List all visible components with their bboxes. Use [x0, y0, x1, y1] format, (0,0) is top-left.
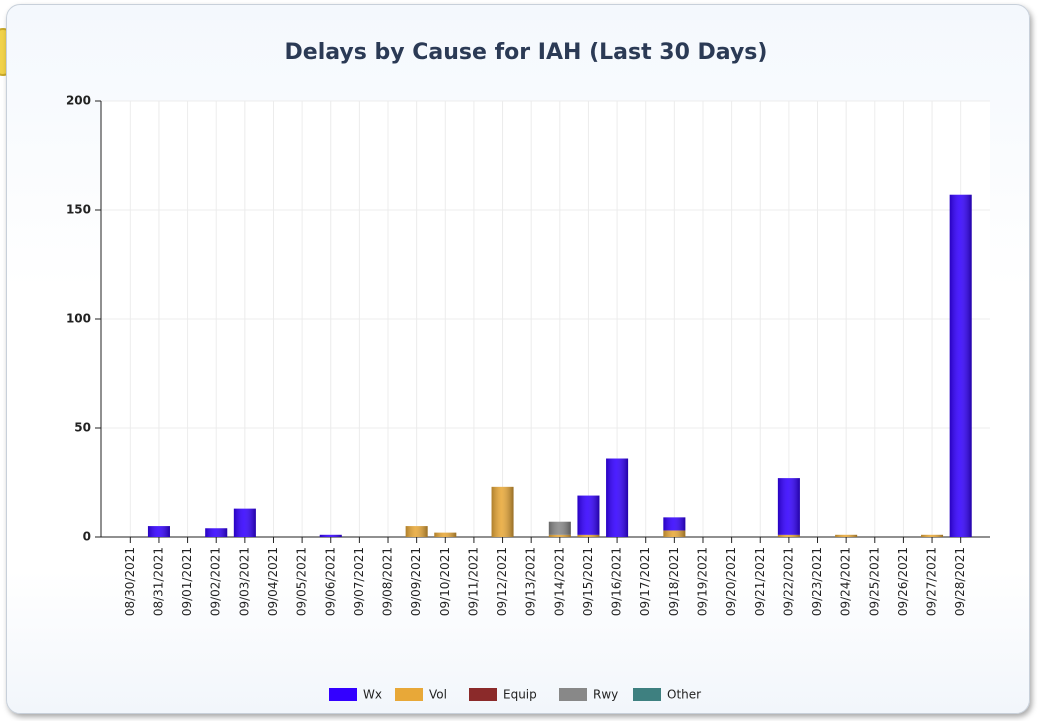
bar-shade [835, 534, 858, 537]
x-tick-label: 09/17/2021 [638, 547, 652, 616]
y-tick-label: 0 [83, 530, 91, 544]
y-tick-label: 200 [66, 94, 91, 108]
x-tick-label: 09/23/2021 [810, 547, 824, 616]
bar-shade [777, 534, 800, 537]
x-tick-label: 09/28/2021 [953, 547, 967, 616]
legend-swatch [329, 688, 357, 701]
bar-shade [663, 517, 686, 531]
x-tick-label: 09/10/2021 [438, 547, 452, 616]
x-tick-label: 09/22/2021 [781, 547, 795, 616]
bar-shade [548, 521, 571, 535]
y-tick-label: 100 [66, 312, 91, 326]
bar-shade [319, 534, 342, 537]
x-tick-label: 09/19/2021 [695, 547, 709, 616]
legend-swatch [469, 688, 497, 701]
legend-label: Equip [503, 688, 537, 702]
x-tick-label: 08/31/2021 [151, 547, 165, 616]
x-tick-label: 09/11/2021 [466, 547, 480, 616]
x-tick-label: 08/30/2021 [123, 547, 137, 616]
chart-title: Delays by Cause for IAH (Last 30 Days) [285, 40, 768, 65]
bar-shade [606, 458, 629, 537]
x-tick-label: 09/06/2021 [323, 547, 337, 616]
bar-shade [921, 534, 944, 537]
x-tick-label: 09/25/2021 [867, 547, 881, 616]
x-tick-label: 09/26/2021 [896, 547, 910, 616]
x-tick-label: 09/03/2021 [237, 547, 251, 616]
legend-label: Rwy [593, 688, 618, 702]
x-tick-label: 09/16/2021 [610, 547, 624, 616]
bar-shade [548, 534, 571, 537]
bar-shade [777, 478, 800, 535]
x-tick-label: 09/05/2021 [295, 547, 309, 616]
legend-swatch [559, 688, 587, 701]
bar-shade [434, 532, 457, 537]
x-tick-label: 09/02/2021 [209, 547, 223, 616]
bar-shade [577, 495, 600, 535]
x-tick-label: 09/13/2021 [524, 547, 538, 616]
x-tick-label: 09/07/2021 [352, 547, 366, 616]
legend-label: Vol [429, 688, 447, 702]
legend-swatch [633, 688, 661, 701]
bar-shade [405, 526, 428, 537]
bar-shade [949, 194, 972, 538]
x-tick-label: 09/20/2021 [724, 547, 738, 616]
x-tick-label: 09/18/2021 [667, 547, 681, 616]
y-tick-label: 50 [74, 421, 91, 435]
x-tick-label: 09/12/2021 [495, 547, 509, 616]
bar-shade [491, 486, 514, 537]
x-tick-label: 09/04/2021 [266, 547, 280, 616]
x-tick-label: 09/09/2021 [409, 547, 423, 616]
x-tick-label: 09/27/2021 [925, 547, 939, 616]
bar-shade [205, 528, 228, 537]
legend-label: Wx [363, 688, 382, 702]
bar-shade [663, 530, 686, 537]
x-tick-label: 09/24/2021 [839, 547, 853, 616]
bar-shade [233, 508, 256, 537]
x-tick-label: 09/15/2021 [581, 547, 595, 616]
x-tick-label: 09/21/2021 [753, 547, 767, 616]
x-tick-label: 09/01/2021 [180, 547, 194, 616]
x-tick-label: 09/08/2021 [381, 547, 395, 616]
y-tick-label: 150 [66, 203, 91, 217]
bar-shade [577, 534, 600, 537]
x-tick-label: 09/14/2021 [552, 547, 566, 616]
legend-swatch [395, 688, 423, 701]
legend-label: Other [667, 688, 701, 702]
bar-shade [147, 526, 170, 537]
